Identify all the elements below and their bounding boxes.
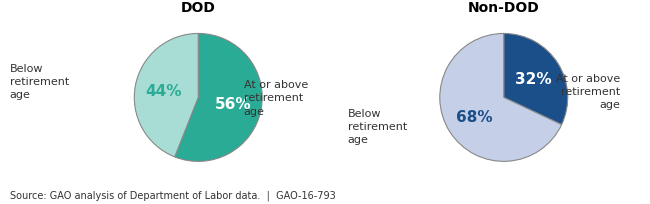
- Text: At or above
retirement
age: At or above retirement age: [244, 80, 308, 116]
- Title: DOD: DOD: [181, 0, 216, 14]
- Wedge shape: [440, 34, 562, 162]
- Title: Non-DOD: Non-DOD: [468, 0, 540, 14]
- Text: 32%: 32%: [515, 72, 552, 87]
- Text: Below
retirement
age: Below retirement age: [348, 108, 407, 145]
- Text: Source: GAO analysis of Department of Labor data.  |  GAO-16-793: Source: GAO analysis of Department of La…: [10, 190, 335, 200]
- Wedge shape: [175, 34, 262, 162]
- Wedge shape: [135, 34, 198, 157]
- Text: At or above
retirement
age: At or above retirement age: [556, 74, 621, 110]
- Text: 68%: 68%: [456, 109, 492, 124]
- Text: 56%: 56%: [214, 97, 251, 112]
- Wedge shape: [504, 34, 567, 125]
- Text: Below
retirement
age: Below retirement age: [10, 63, 69, 100]
- Text: 44%: 44%: [146, 84, 182, 99]
